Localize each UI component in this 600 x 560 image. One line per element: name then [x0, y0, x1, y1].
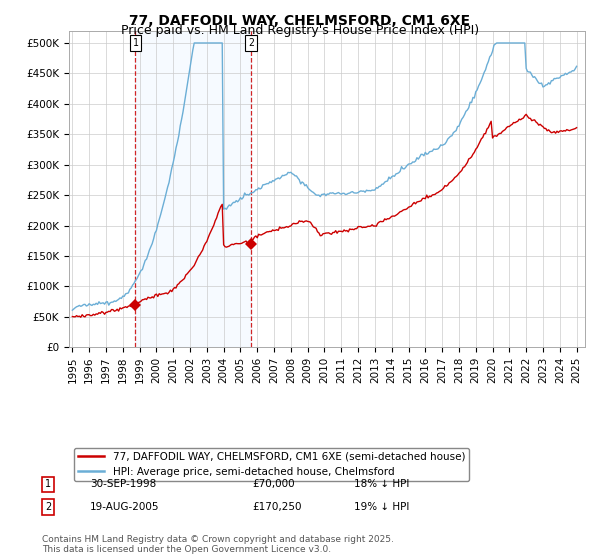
Text: £170,250: £170,250	[252, 502, 302, 512]
Text: Contains HM Land Registry data © Crown copyright and database right 2025.
This d: Contains HM Land Registry data © Crown c…	[42, 535, 394, 554]
Text: 1: 1	[45, 479, 51, 489]
Text: 2: 2	[248, 38, 254, 48]
Text: 2: 2	[45, 502, 51, 512]
Text: 18% ↓ HPI: 18% ↓ HPI	[354, 479, 409, 489]
Text: 19% ↓ HPI: 19% ↓ HPI	[354, 502, 409, 512]
Text: 30-SEP-1998: 30-SEP-1998	[90, 479, 156, 489]
Legend: 77, DAFFODIL WAY, CHELMSFORD, CM1 6XE (semi-detached house), HPI: Average price,: 77, DAFFODIL WAY, CHELMSFORD, CM1 6XE (s…	[74, 447, 469, 481]
Text: Price paid vs. HM Land Registry's House Price Index (HPI): Price paid vs. HM Land Registry's House …	[121, 24, 479, 37]
Text: 19-AUG-2005: 19-AUG-2005	[90, 502, 160, 512]
Text: 77, DAFFODIL WAY, CHELMSFORD, CM1 6XE: 77, DAFFODIL WAY, CHELMSFORD, CM1 6XE	[130, 14, 470, 28]
Bar	[136, 31, 251, 347]
Text: 1: 1	[133, 38, 139, 48]
Text: £70,000: £70,000	[252, 479, 295, 489]
